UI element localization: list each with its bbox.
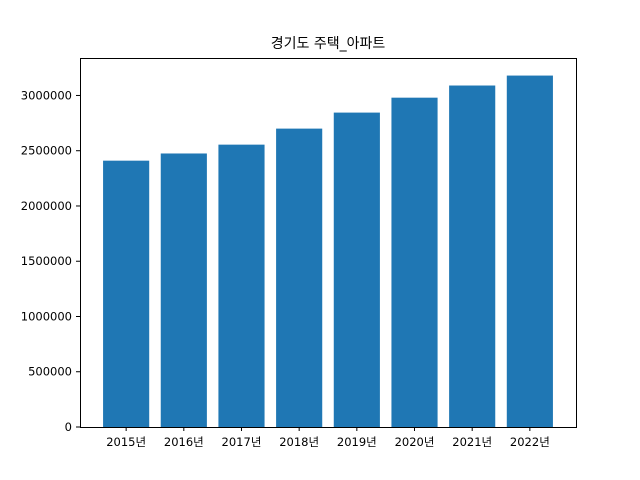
y-tick-label: 2000000	[21, 199, 72, 213]
bar-2017년	[218, 144, 265, 427]
bar-2021년	[449, 85, 496, 427]
bar-2019년	[333, 112, 380, 428]
bar-2018년	[276, 128, 323, 427]
y-axis: 0 500000 1000000 1500000 2000000 2500000 30000…	[21, 88, 80, 434]
x-tick-label: 2022년	[510, 435, 550, 449]
bar-2020년	[391, 97, 438, 427]
x-tick-label: 2016년	[164, 435, 204, 449]
x-tick-label: 2017년	[222, 435, 262, 449]
chart-title: 경기도 주택_아파트	[271, 36, 386, 52]
bar-2016년	[160, 153, 207, 427]
x-tick-label: 2021년	[452, 435, 492, 449]
y-tick-label: 2500000	[21, 144, 72, 158]
x-tick-label: 2018년	[279, 435, 319, 449]
bars-group	[103, 75, 553, 428]
x-tick-label: 2019년	[337, 435, 377, 449]
y-tick-label: 0	[65, 420, 72, 434]
plot-frame	[80, 58, 577, 428]
bar-2022년	[506, 75, 553, 428]
bar-2015년	[103, 160, 150, 427]
x-axis: 2015년 2016년 2017년 2018년 2019년 2020년 2021년 2022년	[106, 427, 550, 449]
y-tick-label: 1000000	[21, 309, 72, 323]
x-tick-label: 2020년	[395, 435, 435, 449]
y-tick-label: 500000	[28, 365, 72, 379]
y-tick-label: 3000000	[21, 88, 72, 102]
y-tick-label: 1500000	[21, 254, 72, 268]
x-tick-label: 2015년	[106, 435, 146, 449]
